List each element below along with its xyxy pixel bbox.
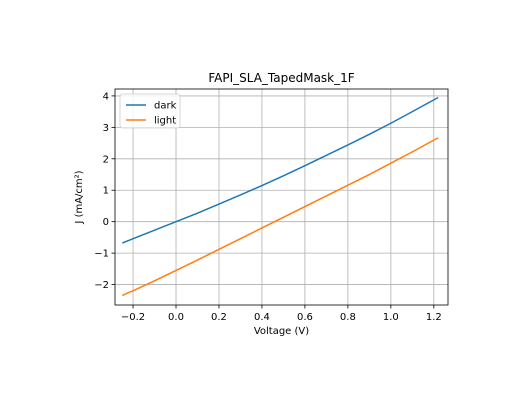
y-tick-label: 4: [103, 91, 109, 102]
legend: dark light: [119, 93, 181, 129]
legend-label-light: light: [154, 116, 176, 127]
x-tick-label: 0.8: [340, 312, 356, 323]
y-tick-label: 1: [103, 186, 109, 197]
series-line-light: [121, 137, 439, 297]
x-tick-label: 0.2: [211, 312, 227, 323]
y-tick-label: 2: [103, 154, 109, 165]
legend-label-dark: dark: [154, 101, 177, 112]
grid-lines: [115, 89, 448, 305]
x-tick-label: 1.0: [383, 312, 399, 323]
plot-frame: [114, 88, 449, 306]
y-tick-label: 0: [103, 217, 109, 228]
series-line-dark: [122, 96, 439, 244]
y-axis-label: J (mA/cm²): [74, 170, 85, 224]
series-lines: [121, 96, 439, 297]
y-tick-label: 3: [103, 123, 109, 134]
x-tick-label: 0.0: [168, 312, 184, 323]
y-tick-label: −1: [94, 249, 109, 260]
chart-title: FAPI_SLA_TapedMask_1F: [208, 71, 354, 85]
x-tick-label: −0.2: [121, 312, 145, 323]
x-tick-label: 1.2: [426, 312, 442, 323]
x-tick-label: 0.6: [297, 312, 313, 323]
x-axis-label: Voltage (V): [254, 326, 309, 337]
axis-ticks: −0.2 0.0 0.2 0.4 0.6 0.8 1.0 1.2 −2 −1 0 1 2 3 4: [94, 91, 442, 323]
x-tick-label: 0.4: [254, 312, 270, 323]
y-tick-label: −2: [94, 280, 109, 291]
